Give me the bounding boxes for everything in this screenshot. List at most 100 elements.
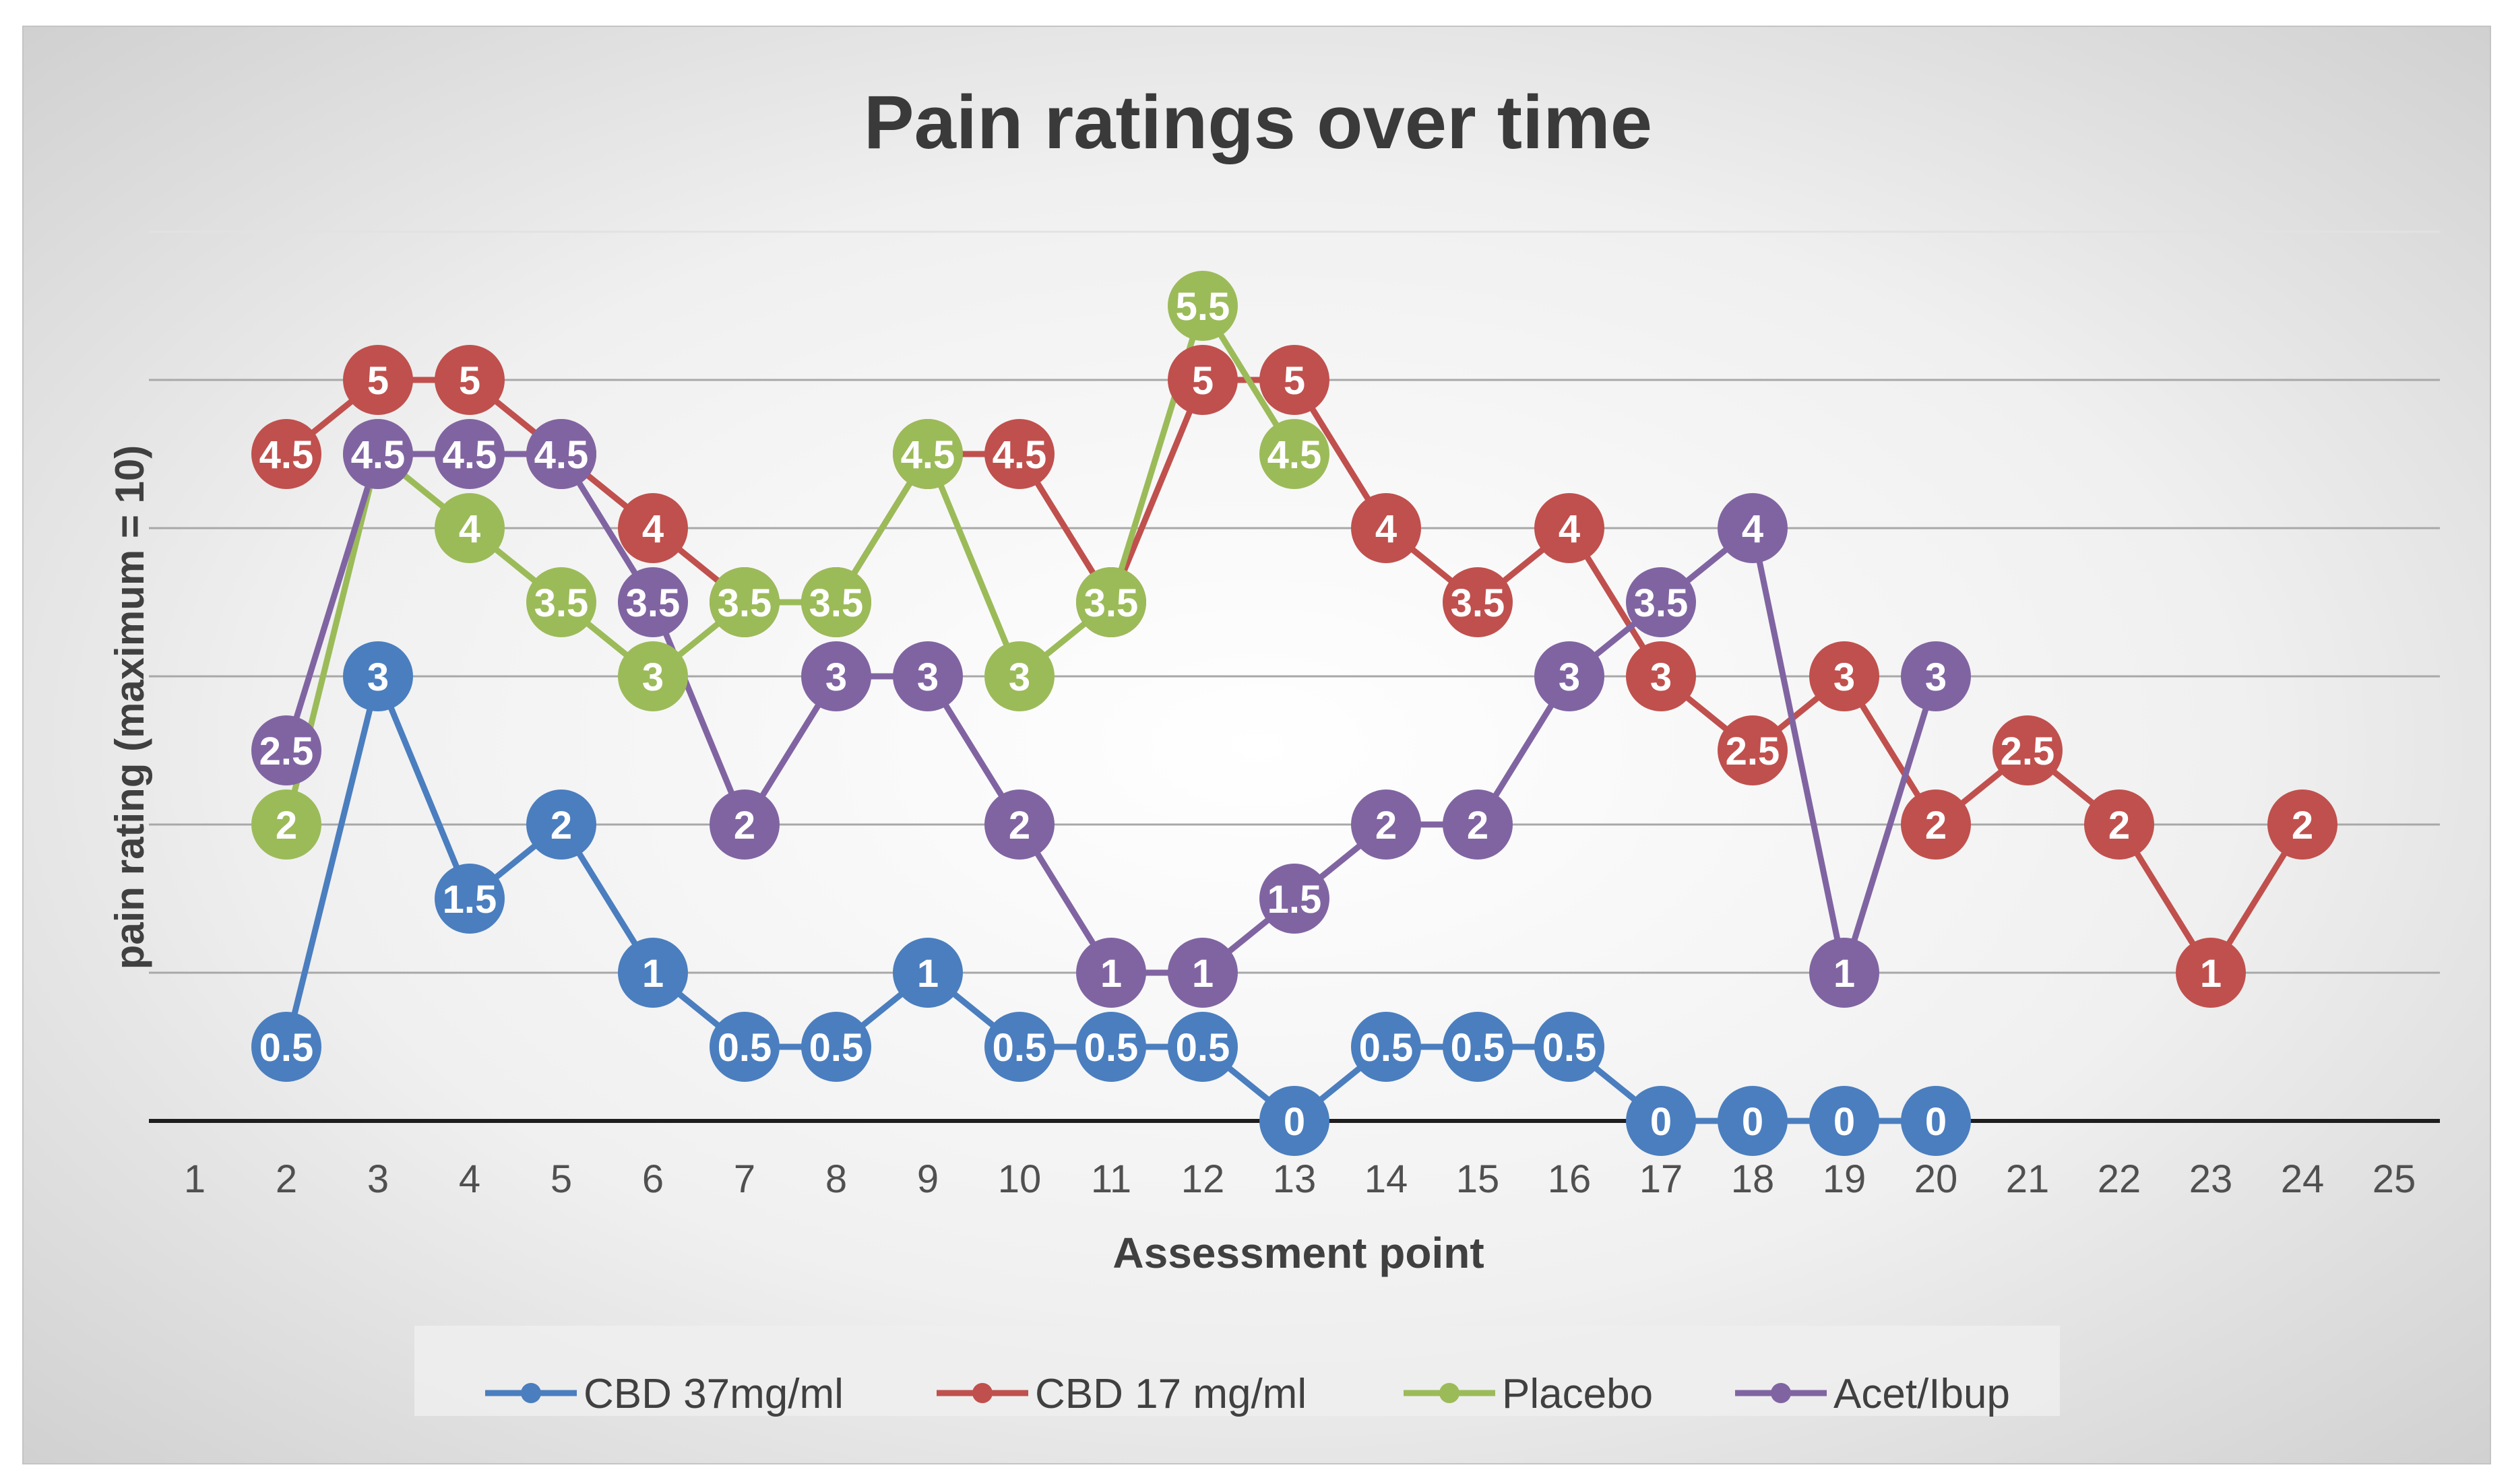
data-label: 5 [1284,359,1305,403]
data-point [435,864,505,934]
data-point [343,641,413,711]
x-tick-label: 15 [1456,1157,1500,1201]
data-label: 3.5 [534,581,589,625]
data-point [1718,493,1788,563]
data-point [618,938,688,1008]
data-label: 4 [1559,507,1580,551]
data-point [1901,641,1971,711]
data-label: 0 [1284,1100,1305,1144]
data-label: 2 [1009,804,1030,847]
chart-frame: Pain ratings over time 1 2 3 4 5 6 7 8 9 10 11 12 13… [22,26,2491,1464]
legend-swatch-marker [1439,1383,1459,1403]
data-point [1259,1086,1329,1156]
data-label: 4.5 [993,433,1047,477]
data-point [710,1012,780,1082]
data-label: 1 [1192,952,1214,996]
data-point [1076,938,1146,1008]
data-label: 2 [734,804,755,847]
data-label: 2 [1925,804,1947,847]
legend-label: Placebo [1502,1371,1653,1417]
data-point [1718,715,1788,785]
x-tick-label: 4 [459,1157,480,1201]
series-markers: 0.5 3 1.5 2 1 0.5 0.5 1 0.5 0.5 0.5 0 0.5 0.5 0.5 0 0 0 0 4… [251,271,2337,1156]
legend-swatch-marker [521,1383,541,1403]
data-label: 3.5 [1634,581,1689,625]
data-label: 5 [459,359,480,403]
x-tick-label: 10 [998,1157,1042,1201]
data-label: 2 [2292,804,2313,847]
data-point [984,641,1055,711]
data-label: 1 [2200,952,2222,996]
data-label: 3 [1650,655,1672,699]
chart-background [24,27,2490,1463]
data-point [526,419,596,489]
data-point [1809,938,1879,1008]
data-point [710,567,780,637]
data-point [618,493,688,563]
data-point [1534,1012,1604,1082]
data-label: 5 [1192,359,1214,403]
data-label: 0.5 [1084,1026,1139,1070]
data-label: 3 [825,655,847,699]
chart-title: Pain ratings over time [864,80,1652,164]
data-point [893,641,963,711]
data-label: 0 [1742,1100,1763,1144]
data-point [435,419,505,489]
data-label: 0 [1650,1100,1672,1144]
legend-swatch-marker [972,1383,993,1403]
data-point [526,789,596,860]
data-point [1992,715,2063,785]
x-tick-label: 22 [2098,1157,2141,1201]
x-tick-label: 25 [2373,1157,2416,1201]
data-label: 1 [917,952,939,996]
x-axis-title: Assessment point [1112,1229,1484,1277]
data-label: 1 [1100,952,1122,996]
x-tick-label: 23 [2189,1157,2233,1201]
x-tick-label: 17 [1639,1157,1683,1201]
data-label: 2 [276,804,297,847]
data-label: 4.5 [901,433,955,477]
data-point [1809,641,1879,711]
data-point [435,345,505,415]
data-label: 4.5 [351,433,406,477]
data-point [801,1012,871,1082]
data-label: 3 [1925,655,1947,699]
data-point [1168,1012,1238,1082]
x-tick-label: 16 [1548,1157,1592,1201]
x-tick-label: 7 [734,1157,755,1201]
data-label: 3.5 [809,581,864,625]
x-tick-label: 19 [1823,1157,1866,1201]
data-label: 0.5 [718,1026,772,1070]
data-label: 5.5 [1176,285,1230,329]
data-label: 2 [1467,804,1488,847]
data-label: 3 [917,655,939,699]
data-point [618,641,688,711]
data-label: 3.5 [1451,581,1505,625]
x-tick-label: 11 [1091,1157,1131,1201]
data-point [1168,938,1238,1008]
data-point [1718,1086,1788,1156]
x-tick-label: 12 [1181,1157,1225,1201]
data-point [1901,789,1971,860]
legend-swatch-marker [1771,1383,1791,1403]
data-label: 3 [1009,655,1030,699]
data-label: 1 [1833,952,1855,996]
data-point [251,789,321,860]
data-point [1168,345,1238,415]
data-label: 3.5 [718,581,772,625]
x-tick-label: 3 [367,1157,389,1201]
data-label: 0.5 [259,1026,314,1070]
data-point [435,493,505,563]
x-tick-label: 24 [2281,1157,2325,1201]
data-label: 3 [642,655,664,699]
data-label: 3.5 [1084,581,1139,625]
data-point [251,1012,321,1082]
data-label: 2.5 [259,730,314,773]
data-point [1809,1086,1879,1156]
data-label: 4 [1742,507,1763,551]
data-label: 0 [1833,1100,1855,1144]
data-label: 2.5 [1726,730,1780,773]
x-tick-label: 21 [2006,1157,2050,1201]
data-label: 1 [642,952,664,996]
data-label: 2 [551,804,572,847]
